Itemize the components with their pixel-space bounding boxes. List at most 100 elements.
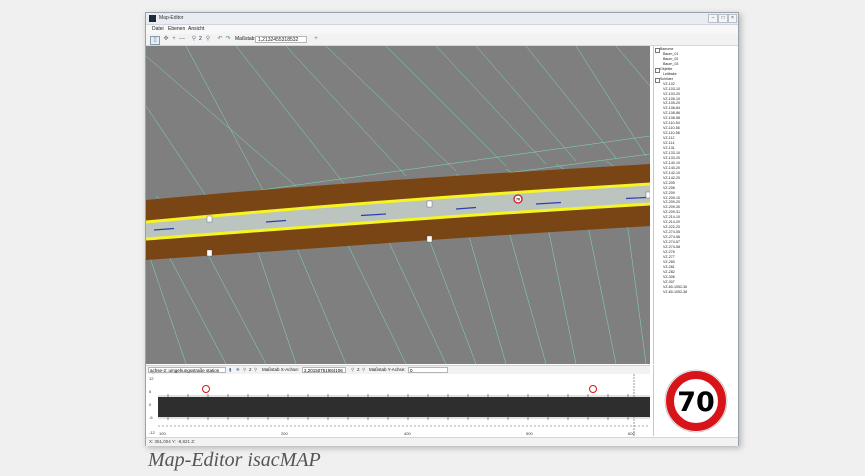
menu-ebenen[interactable]: Ebenen bbox=[168, 26, 186, 32]
rotate-left-icon[interactable]: ↶ bbox=[217, 36, 223, 42]
tree-item[interactable]: Baum_03 bbox=[663, 61, 679, 66]
tree-item[interactable]: VZ-103-20 bbox=[663, 91, 680, 96]
tree-item[interactable]: VZ-307 bbox=[663, 279, 675, 284]
status-bar: X: 351,004 Y: -9,821 Z: bbox=[146, 437, 738, 446]
tree-item[interactable]: VZ-103-10 bbox=[663, 86, 680, 91]
tree-item[interactable]: VZ-276 bbox=[663, 249, 675, 254]
tree-item[interactable]: VZ-281 bbox=[663, 264, 675, 269]
tree-item[interactable]: VZ-108-86 bbox=[663, 111, 680, 116]
tree-item[interactable]: VZ-206 bbox=[663, 185, 675, 190]
tree-item[interactable]: VZ-133-10 bbox=[663, 150, 680, 155]
profile-view[interactable]: 12 6 0 -6 -12 100 200 400 500 600 bbox=[146, 374, 650, 436]
tree-expand-icon[interactable] bbox=[655, 77, 660, 83]
speed-limit-value: 70 bbox=[677, 387, 715, 418]
tree-item[interactable]: Baum_01 bbox=[663, 51, 679, 56]
tree-item[interactable]: Baum_02 bbox=[663, 56, 679, 61]
tree-item[interactable]: VZ-105-20 bbox=[663, 101, 680, 106]
select-tool-button[interactable]: ▯ bbox=[150, 36, 160, 45]
tree-item[interactable]: VZ-274-57 bbox=[663, 240, 680, 245]
toolbar: ▯ ✥ + — ⚲ 2 ⚲ ↶ ↷ Maßstab: 1,21324553185… bbox=[146, 34, 738, 46]
add-icon[interactable]: + bbox=[314, 36, 318, 42]
minimize-button[interactable]: – bbox=[708, 14, 718, 23]
tree-item[interactable]: VZ-60-1052-36 bbox=[663, 284, 688, 289]
tree-item[interactable]: Leitbake bbox=[663, 71, 677, 76]
app-icon bbox=[149, 15, 156, 22]
tree-item[interactable]: VZ-140-10 bbox=[663, 160, 680, 165]
tree-item[interactable]: VZ-131 bbox=[663, 146, 675, 150]
tree-item[interactable]: VZ-274-58 bbox=[663, 245, 680, 249]
tree-item[interactable]: VZ-60-1052-38 bbox=[663, 289, 688, 294]
tree-item[interactable]: VZ-214-20 bbox=[663, 220, 680, 225]
tree-item[interactable]: VZ-102 bbox=[663, 81, 675, 86]
pan-icon[interactable]: ✥ bbox=[236, 367, 240, 372]
tree-item[interactable]: VZ-274-56 bbox=[663, 235, 680, 240]
tree-item[interactable]: VZ-114 bbox=[663, 141, 675, 146]
sign-preview-panel: 70 bbox=[653, 365, 738, 436]
tree-expand-icon[interactable] bbox=[655, 48, 660, 53]
tree-item[interactable]: VZ-108-84 bbox=[663, 106, 680, 111]
maximize-button[interactable]: □ bbox=[718, 14, 728, 23]
tree-group[interactable]: Baeume bbox=[660, 47, 674, 51]
tree-item[interactable]: VZ-306 bbox=[663, 274, 675, 279]
select-tool-icon[interactable]: ▮ bbox=[229, 367, 232, 372]
y-tick-label: -12 bbox=[149, 430, 156, 435]
x-tick-label: 600 bbox=[628, 431, 635, 436]
tree-expand-icon[interactable] bbox=[655, 67, 660, 73]
tree-item[interactable]: VZ-209 bbox=[663, 190, 675, 195]
tree-item[interactable]: VZ-142-10 bbox=[663, 170, 680, 175]
tree-item[interactable]: VZ-108-58 bbox=[663, 116, 680, 121]
speed-sign-marker[interactable]: 70 bbox=[513, 194, 523, 204]
delineator-post bbox=[645, 191, 650, 199]
zoom-out-y-icon[interactable]: ⚲ bbox=[362, 367, 366, 372]
tree-item[interactable]: VZ-112 bbox=[663, 136, 675, 141]
tree-item[interactable]: VZ-214-10 bbox=[663, 215, 680, 220]
close-button[interactable]: × bbox=[728, 14, 737, 23]
tree-item[interactable]: VZ-282 bbox=[663, 269, 675, 274]
tree-item[interactable]: VZ-142-20 bbox=[663, 175, 680, 180]
tree-item[interactable]: VZ-105-10 bbox=[663, 96, 680, 101]
figure-caption: Map-Editor isacMAP bbox=[148, 449, 321, 471]
tree-item[interactable]: VZ-110-56 bbox=[663, 126, 680, 131]
tree-item[interactable]: VZ-222-20 bbox=[663, 225, 680, 230]
tree-item[interactable]: VZ-205 bbox=[663, 180, 675, 185]
zoom-out-icon[interactable]: ⚲ bbox=[254, 367, 258, 372]
tree-item[interactable]: VZ-209-10 bbox=[663, 195, 680, 200]
measure-tool-button[interactable]: — bbox=[179, 36, 185, 42]
profile-y-ticks: 12 6 0 -6 -12 bbox=[149, 376, 156, 435]
delineator-post bbox=[426, 235, 433, 243]
tree-group[interactable]: Schilder bbox=[660, 76, 673, 81]
tree-group[interactable]: Objekte bbox=[660, 66, 673, 71]
zoom-in-icon[interactable]: ⚲ bbox=[243, 367, 247, 372]
road-shoulder-south bbox=[146, 204, 650, 260]
move-tool-button[interactable]: ✥ bbox=[163, 36, 169, 42]
rotate-right-icon[interactable]: ↷ bbox=[225, 36, 231, 42]
scale-y-input[interactable]: 0 bbox=[408, 367, 448, 373]
pan-tool-button[interactable]: + bbox=[172, 36, 176, 42]
scale-input[interactable]: 1,2132455318532 bbox=[255, 36, 307, 43]
zoom-in-y-icon[interactable]: ⚲ bbox=[351, 367, 355, 372]
profile-road-body bbox=[158, 397, 650, 417]
zoom-out-icon[interactable]: ⚲ bbox=[205, 36, 211, 42]
menu-datei[interactable]: Datei bbox=[152, 26, 164, 32]
x-tick-label: 400 bbox=[404, 431, 411, 436]
tree-item[interactable]: VZ-277 bbox=[663, 254, 675, 259]
scale-x-input[interactable]: 2,20150751984106 bbox=[302, 367, 346, 373]
menu-ansicht[interactable]: Ansicht bbox=[188, 26, 205, 32]
tree-item[interactable]: VZ-274-55 bbox=[663, 230, 680, 235]
axis-select[interactable]: achse-2: umgehungsstraße station als bbox=[148, 367, 226, 378]
tree-item[interactable]: VZ-280 bbox=[663, 259, 675, 264]
tree-item[interactable]: VZ-110-54 bbox=[663, 121, 680, 126]
tree-item[interactable]: VZ-140-20 bbox=[663, 165, 680, 170]
tree-item[interactable]: VZ-209-30 bbox=[663, 205, 680, 210]
delineator-post bbox=[206, 249, 213, 257]
tree-item[interactable]: VZ-209-31 bbox=[663, 210, 680, 215]
menu-bar: Datei Ebenen Ansicht bbox=[146, 25, 738, 34]
map-editor-window: Map-Editor – □ × Datei Ebenen Ansicht ▯ … bbox=[145, 12, 739, 446]
zoom-in-icon[interactable]: ⚲ bbox=[191, 36, 197, 42]
object-tree[interactable]: Baeume Baum_01 Baum_02 Baum_03 Objekte Leitba… bbox=[653, 46, 738, 364]
y-tick-label: 0 bbox=[149, 402, 152, 407]
tree-item[interactable]: VZ-133-20 bbox=[663, 155, 680, 160]
map-canvas[interactable]: 70 bbox=[146, 46, 650, 364]
tree-item[interactable]: VZ-209-20 bbox=[663, 200, 680, 205]
tree-item[interactable]: VZ-110-58 bbox=[663, 131, 680, 136]
